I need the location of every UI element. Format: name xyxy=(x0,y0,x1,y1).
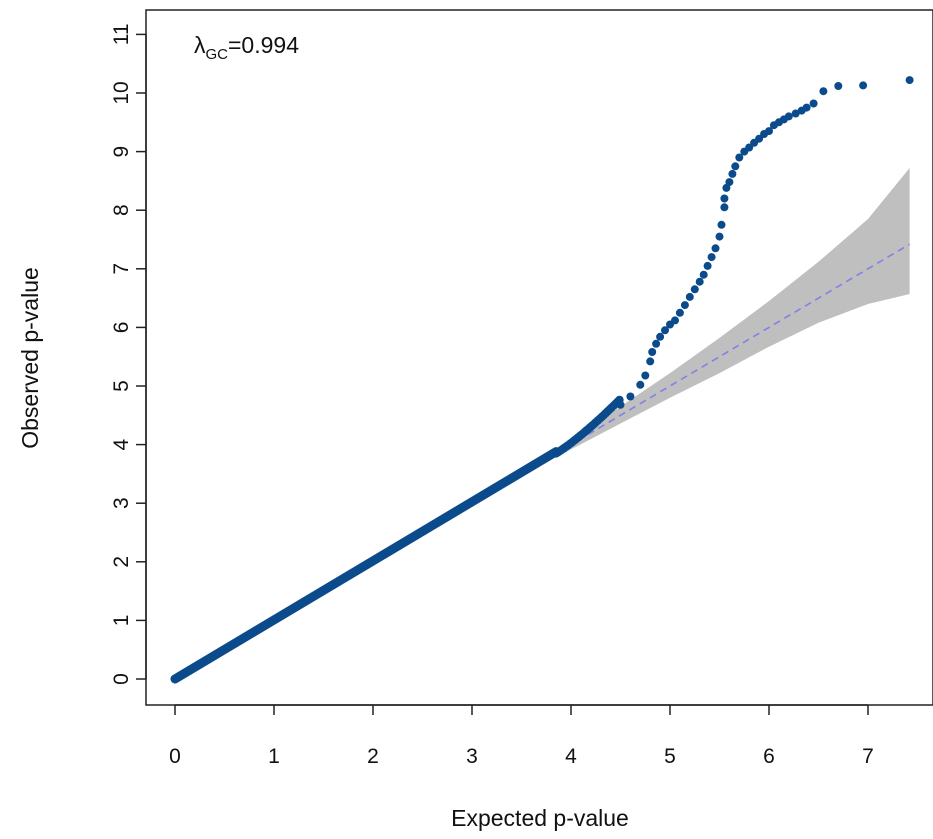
data-point xyxy=(661,326,669,335)
data-point xyxy=(656,332,665,341)
y-tick-label: 4 xyxy=(110,438,133,450)
y-axis-title: Observed p-value xyxy=(17,267,43,449)
data-point xyxy=(641,371,650,380)
data-point xyxy=(675,308,684,317)
data-point xyxy=(765,127,773,136)
x-tick-label: 4 xyxy=(565,745,577,768)
x-tick-label: 1 xyxy=(268,745,280,768)
x-tick-label: 3 xyxy=(466,745,478,768)
data-point xyxy=(720,203,729,212)
data-point xyxy=(680,301,689,310)
data-point xyxy=(636,380,645,389)
data-point xyxy=(731,162,740,171)
lambda-subscript: GC xyxy=(206,46,229,63)
y-tick-label: 9 xyxy=(110,146,133,158)
data-point xyxy=(809,99,818,108)
y-tick-label: 3 xyxy=(110,497,133,509)
x-tick-label: 2 xyxy=(367,745,379,768)
y-tick-label: 11 xyxy=(110,23,133,45)
data-point xyxy=(699,270,708,279)
data-point xyxy=(784,112,793,121)
x-tick-label: 0 xyxy=(169,745,181,768)
lambda-value: =0.994 xyxy=(228,32,299,58)
y-tick-label: 10 xyxy=(110,81,133,104)
y-tick-label: 6 xyxy=(110,322,133,334)
data-point xyxy=(859,81,868,90)
data-point xyxy=(819,87,828,96)
data-point xyxy=(707,253,716,262)
data-point xyxy=(646,357,655,366)
data-point xyxy=(905,76,914,85)
data-point xyxy=(626,392,635,401)
data-point xyxy=(834,82,843,90)
points-layer xyxy=(170,76,914,684)
data-point xyxy=(791,109,800,118)
lambda-symbol: λ xyxy=(194,32,206,58)
lambda-annotation: λGC=0.994 xyxy=(194,32,299,63)
data-point xyxy=(720,194,729,203)
y-tick-label: 2 xyxy=(110,556,133,568)
data-point xyxy=(728,169,737,178)
data-point xyxy=(711,244,720,253)
x-tick-label: 6 xyxy=(763,745,775,768)
data-point xyxy=(802,103,811,112)
data-point xyxy=(703,261,712,270)
y-tick-label: 0 xyxy=(110,673,133,685)
x-tick-label: 7 xyxy=(862,745,874,768)
data-point xyxy=(717,220,726,229)
data-point xyxy=(690,285,699,294)
y-tick-label: 1 xyxy=(110,615,133,627)
data-point xyxy=(671,316,679,325)
data-point xyxy=(725,178,734,187)
data-point xyxy=(715,232,724,241)
data-point xyxy=(695,277,704,286)
y-tick-label: 7 xyxy=(110,263,133,275)
x-tick-label: 5 xyxy=(664,745,676,768)
data-point xyxy=(616,400,625,409)
data-point xyxy=(652,339,661,348)
axes-layer: 0 1 2 3 4 5 6 7 0 1 2 3 4 5 6 7 8 9 10 11 xyxy=(110,23,874,768)
y-tick-label: 5 xyxy=(110,380,133,392)
data-point xyxy=(648,348,657,356)
data-point xyxy=(735,153,744,162)
dense-points-band xyxy=(170,447,561,684)
y-tick-label: 8 xyxy=(110,204,133,216)
data-point xyxy=(685,292,694,301)
x-axis-title: Expected p-value xyxy=(451,805,629,831)
data-point xyxy=(755,134,764,143)
